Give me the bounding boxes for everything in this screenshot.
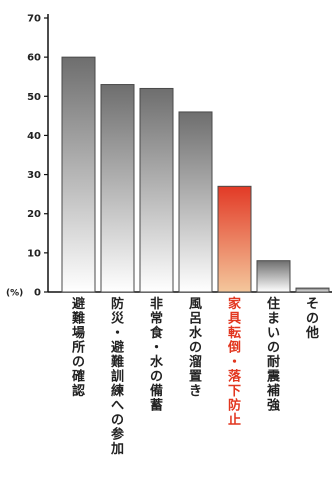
category-label: その他: [305, 297, 319, 341]
category-label: 住まいの耐震補強: [266, 296, 281, 414]
bar: [139, 87, 174, 293]
category-label: 防災・避難訓練への参加: [110, 296, 125, 457]
y-tick-label: 40: [27, 131, 41, 142]
y-tick-label: 20: [27, 209, 41, 220]
y-tick-label: 70: [27, 14, 41, 25]
y-tick-label: 50: [27, 92, 41, 103]
y-tick-label: 10: [27, 248, 41, 259]
y-axis-unit-label: (%): [6, 289, 23, 299]
bar: [100, 84, 135, 293]
category-label: 家具転倒・落下防止: [227, 296, 242, 428]
bar: [217, 185, 252, 293]
category-label: 避難場所の確認: [72, 296, 85, 399]
bar: [61, 56, 96, 293]
y-tick-label: 30: [27, 170, 41, 181]
bar: [178, 111, 213, 293]
bar: [295, 287, 330, 293]
category-label: 非常食・水の備蓄: [150, 296, 164, 414]
category-label: 風呂水の溜置き: [189, 297, 203, 399]
y-tick-label: 60: [27, 53, 41, 64]
bar: [256, 260, 291, 293]
y-tick-label: 0: [34, 288, 41, 299]
